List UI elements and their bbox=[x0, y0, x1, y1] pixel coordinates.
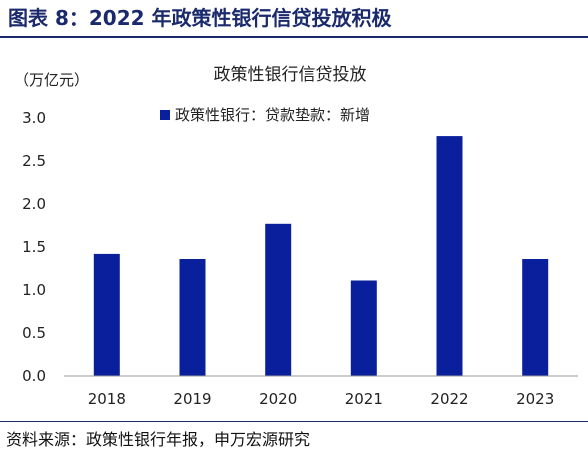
y-tick-label: 2.0 bbox=[22, 195, 46, 213]
bar-2021 bbox=[350, 280, 377, 376]
y-tick-label: 0.0 bbox=[22, 367, 46, 385]
bars bbox=[93, 136, 549, 376]
x-tick-label: 2023 bbox=[516, 390, 554, 408]
bar-2019 bbox=[179, 259, 206, 376]
bar-chart: 政策性银行信贷投放 （万亿元） 政策性银行：贷款垫款：新增 0.0 0.5 1.0 1… bbox=[14, 65, 578, 408]
y-axis: 0.0 0.5 1.0 1.5 2.0 2.5 3.0 bbox=[22, 109, 46, 385]
y-tick-label: 1.5 bbox=[22, 238, 46, 256]
source-divider bbox=[0, 421, 588, 422]
x-tick-label: 2019 bbox=[173, 390, 211, 408]
bar-2018 bbox=[93, 253, 120, 376]
y-tick-label: 2.5 bbox=[22, 152, 46, 170]
title-divider bbox=[0, 36, 588, 38]
bar-2022 bbox=[436, 136, 463, 376]
x-tick-label: 2018 bbox=[88, 390, 126, 408]
x-tick-label: 2022 bbox=[430, 390, 468, 408]
chart-title: 政策性银行信贷投放 bbox=[214, 65, 367, 85]
x-axis: 2018 2019 2020 2021 2022 2023 bbox=[88, 390, 555, 408]
bar-2023 bbox=[522, 259, 549, 376]
legend-label: 政策性银行：贷款垫款：新增 bbox=[175, 106, 370, 124]
legend-swatch bbox=[160, 110, 170, 120]
y-tick-label: 1.0 bbox=[22, 281, 46, 299]
y-tick-label: 0.5 bbox=[22, 324, 46, 342]
x-tick-label: 2021 bbox=[345, 390, 383, 408]
bar-2020 bbox=[265, 223, 292, 376]
source-note: 资料来源：政策性银行年报，申万宏源研究 bbox=[6, 430, 311, 449]
y-axis-unit: （万亿元） bbox=[14, 71, 89, 89]
x-tick-label: 2020 bbox=[259, 390, 297, 408]
y-tick-label: 3.0 bbox=[22, 109, 46, 127]
figure-title: 图表 8：2022 年政策性银行信贷投放积极 bbox=[8, 6, 392, 30]
